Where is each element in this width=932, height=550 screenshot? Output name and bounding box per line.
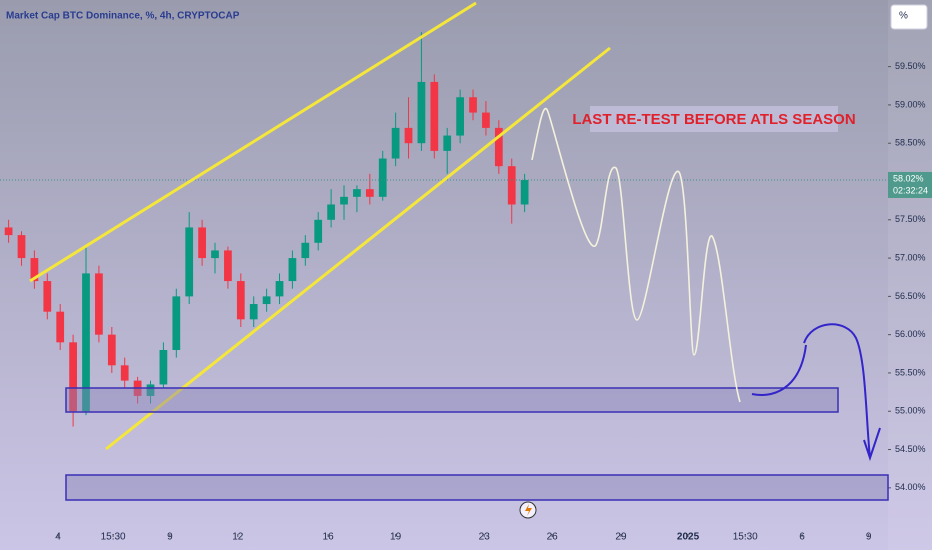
candle-body <box>353 189 361 197</box>
y-tick-label: 57.00% <box>895 252 926 262</box>
candle-body <box>146 384 155 396</box>
candle-body <box>391 127 400 159</box>
zone-box <box>65 387 839 413</box>
y-tick-label: 56.00% <box>895 329 926 339</box>
candle-body <box>327 204 335 220</box>
candle-body <box>494 127 503 167</box>
candle-body <box>507 166 516 205</box>
candle-body <box>404 127 413 144</box>
candle-body <box>43 281 52 312</box>
y-tick-label: 55.00% <box>895 406 926 416</box>
candle-body <box>56 311 65 343</box>
candle-body <box>17 235 26 259</box>
annotation-box <box>590 106 838 132</box>
current-price-label: 58.02% <box>893 173 924 183</box>
y-tick-label: 54.50% <box>895 444 926 454</box>
candle-body <box>236 281 245 320</box>
y-tick-label: 54.00% <box>895 482 926 492</box>
x-tick-label: 6 <box>799 532 805 543</box>
scale-button-label[interactable]: % <box>899 11 908 22</box>
x-tick-label: 12 <box>232 532 244 543</box>
candle-body <box>82 273 90 412</box>
channel-line <box>105 46 611 451</box>
x-tick-label: 16 <box>323 532 335 543</box>
candle-body <box>365 189 374 197</box>
candle-body <box>520 179 529 205</box>
candle-body <box>120 365 129 381</box>
x-tick-label: 2025 <box>677 532 700 543</box>
projection-path <box>531 107 741 403</box>
candle-body <box>69 342 77 412</box>
x-tick-label: 4 <box>55 532 61 543</box>
x-tick-label: 26 <box>547 532 559 543</box>
x-tick-label: 29 <box>615 532 627 543</box>
candle-body <box>185 227 194 297</box>
candle-body <box>107 334 116 366</box>
current-price-box <box>888 171 932 198</box>
candle-body <box>301 242 310 259</box>
candle-body <box>198 227 206 259</box>
x-tick-label: 15:30 <box>733 532 758 543</box>
candle-body <box>430 81 439 151</box>
y-tick-label: 55.50% <box>895 367 926 377</box>
candle-body <box>378 158 387 197</box>
candle-body <box>30 258 39 282</box>
y-tick-label: 59.50% <box>895 61 926 71</box>
x-tick-label: 9 <box>167 532 173 543</box>
projection-arrow <box>751 323 881 462</box>
candle-body <box>211 250 219 259</box>
y-tick-label: 57.50% <box>895 214 926 224</box>
y-tick-label: 59.00% <box>895 99 926 109</box>
candle-body <box>224 250 232 282</box>
y-tick-label: 56.50% <box>895 291 926 301</box>
y-tick-label: 58.50% <box>895 138 926 148</box>
x-tick-label: 9 <box>866 532 872 543</box>
candle-body <box>95 273 103 335</box>
candle-body <box>417 81 426 144</box>
countdown: 02:32:24 <box>893 185 928 195</box>
candle-body <box>275 281 284 297</box>
x-tick-label: 15:30 <box>101 532 126 543</box>
price-axis <box>888 0 932 550</box>
candle-body <box>314 219 323 243</box>
candle-body <box>456 97 464 136</box>
candle-body <box>159 349 168 385</box>
candle-body <box>469 97 477 113</box>
x-tick-label: 23 <box>479 532 491 543</box>
candle-body <box>249 304 258 320</box>
candle-body <box>443 135 452 151</box>
x-tick-label: 19 <box>390 532 402 543</box>
zone-box <box>65 474 889 501</box>
candle-body <box>172 296 181 350</box>
candle-body <box>288 258 297 282</box>
candle-body <box>4 227 13 236</box>
scale-button[interactable] <box>890 4 928 30</box>
candle-body <box>262 296 271 305</box>
candle-body <box>340 196 348 205</box>
chart-title: Market Cap BTC Dominance, %, 4h, CRYPTOC… <box>6 11 240 22</box>
annotation: LAST RE-TEST BEFORE ATLS SEASON <box>572 111 855 128</box>
event-icon-bolt <box>525 504 532 516</box>
candle-body <box>482 112 490 128</box>
channel-line <box>29 1 477 283</box>
plot <box>0 32 891 537</box>
